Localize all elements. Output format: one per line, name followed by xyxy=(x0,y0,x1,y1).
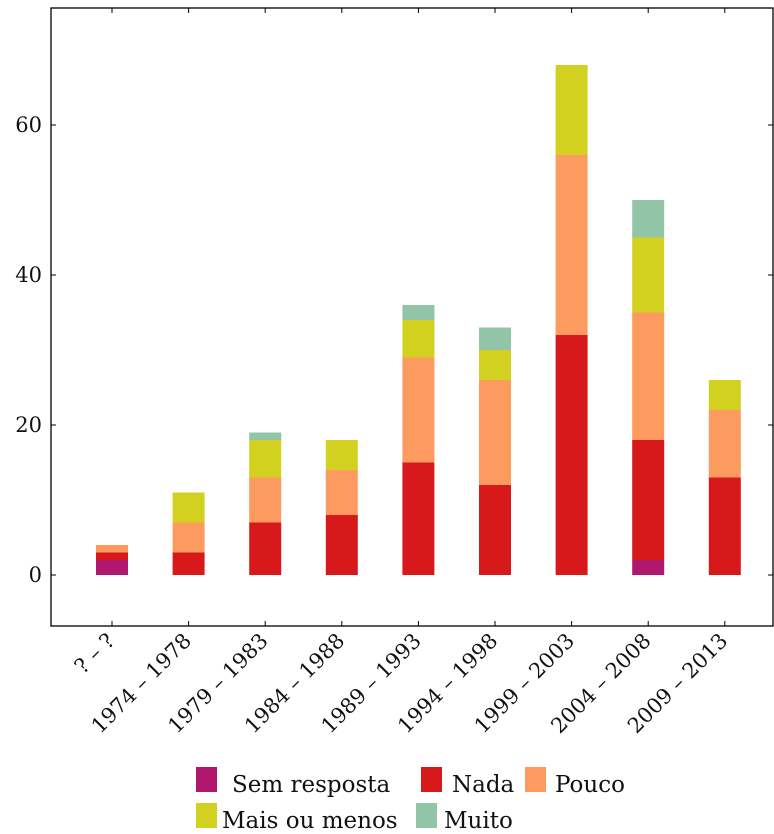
bar-segment-nada-0 xyxy=(96,552,128,560)
bar-segment-sem-resposta-7 xyxy=(632,560,665,575)
bar-segment-mais-ou-menos-6 xyxy=(555,65,588,155)
bar-segment-nada-8 xyxy=(708,477,741,575)
legend: Sem resposta Nada Pouco Mais ou menos Muito xyxy=(196,767,625,834)
bar-segment-pouco-0 xyxy=(96,545,128,553)
legend-swatch-muito xyxy=(416,803,437,828)
y-tick-label-3: 60 xyxy=(15,113,42,137)
plot-area xyxy=(50,7,774,627)
bar-segment-nada-1 xyxy=(172,552,205,575)
bar-segment-mais-ou-menos-2 xyxy=(249,440,282,478)
legend-label-sem-resposta: Sem resposta xyxy=(232,772,391,798)
legend-label-pouco: Pouco xyxy=(555,772,625,798)
bar-segment-mais-ou-menos-8 xyxy=(708,380,741,410)
bar-segment-pouco-8 xyxy=(708,410,741,478)
bar-segment-mais-ou-menos-4 xyxy=(402,320,435,358)
bar-segment-nada-3 xyxy=(325,515,358,575)
bar-segment-muito-7 xyxy=(632,200,665,238)
x-tick-label-0: ? – ? xyxy=(70,629,120,679)
bar-segment-pouco-1 xyxy=(172,522,205,553)
bar-segment-muito-4 xyxy=(402,305,435,320)
bar-segment-muito-5 xyxy=(479,327,511,350)
legend-swatch-nada xyxy=(421,767,442,792)
legend-label-nada: Nada xyxy=(452,772,515,798)
bar-segment-sem-resposta-0 xyxy=(96,560,128,575)
y-tick-label-1: 20 xyxy=(15,413,42,437)
bar-segment-pouco-2 xyxy=(249,477,282,523)
legend-swatch-pouco xyxy=(525,767,546,792)
bar-segment-mais-ou-menos-5 xyxy=(479,350,511,380)
bar-segment-mais-ou-menos-3 xyxy=(325,440,358,470)
y-axis-ticks: 0 20 40 60 xyxy=(15,113,773,587)
bar-segment-mais-ou-menos-1 xyxy=(172,492,205,523)
bar-segment-nada-5 xyxy=(479,485,511,575)
bar-segment-nada-4 xyxy=(402,462,435,575)
legend-swatch-sem-resposta xyxy=(196,767,217,792)
bar-segment-pouco-3 xyxy=(325,470,358,515)
axes-frame xyxy=(50,7,774,627)
bar-segment-pouco-4 xyxy=(402,357,435,463)
y-tick-label-0: 0 xyxy=(29,563,42,587)
bar-segment-pouco-5 xyxy=(479,380,511,485)
legend-label-muito: Muito xyxy=(444,808,513,834)
bar-segment-mais-ou-menos-7 xyxy=(632,237,665,313)
bar-segment-pouco-7 xyxy=(632,312,665,440)
bar-segment-nada-2 xyxy=(249,522,282,575)
bar-segment-nada-6 xyxy=(555,335,588,575)
legend-swatch-mais-ou-menos xyxy=(196,803,217,828)
bar-segment-pouco-6 xyxy=(555,155,588,335)
legend-label-mais-ou-menos: Mais ou menos xyxy=(222,808,398,834)
y-tick-label-2: 40 xyxy=(15,263,42,287)
bar-segment-muito-2 xyxy=(249,432,282,440)
bar-segment-nada-7 xyxy=(632,440,665,560)
